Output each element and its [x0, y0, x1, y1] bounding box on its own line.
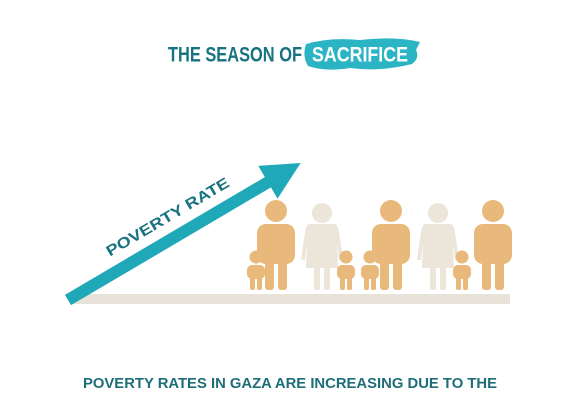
woman-figure [417, 203, 459, 290]
man-figure [474, 200, 512, 290]
caption: POVERTY RATES IN GAZA ARE INCREASING DUE… [83, 376, 497, 392]
ground-bar [70, 294, 510, 304]
child-figure [453, 250, 471, 290]
title-highlight: SACRIFICE [312, 44, 408, 67]
title-prefix: THE SEASON OF [168, 44, 302, 67]
arrow-head [258, 162, 301, 199]
child-figure [337, 250, 355, 290]
woman-figure [301, 203, 343, 290]
arrow-shaft [64, 174, 277, 306]
brush-stroke [304, 38, 420, 70]
